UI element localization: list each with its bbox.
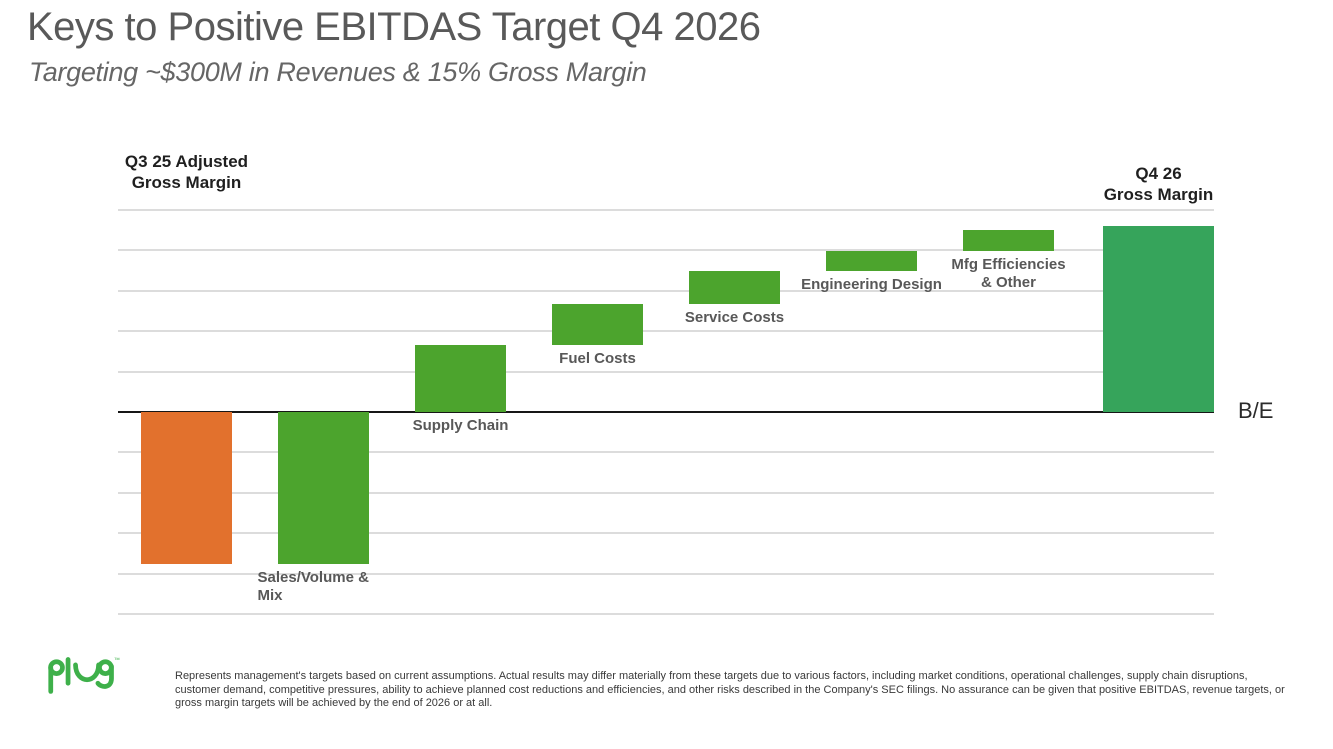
gridline [118, 209, 1214, 211]
gridline [118, 613, 1214, 615]
waterfall-bar-4 [552, 304, 643, 345]
gridline [118, 370, 1214, 373]
waterfall-bar-5 [689, 271, 780, 305]
gridline [118, 289, 1214, 292]
bar-label: Service Costs [684, 309, 785, 327]
plug-logo-icon: ™ [48, 657, 120, 694]
zero-baseline [118, 411, 1214, 414]
bar-label: Engineering Design [801, 276, 942, 293]
logo-trademark: ™ [114, 657, 120, 664]
column-header: Q3 25 Adjusted Gross Margin [124, 152, 249, 192]
gridline [118, 572, 1214, 575]
gridline [118, 249, 1214, 252]
waterfall-bar-3 [415, 344, 506, 412]
bar-label: Mfg Efficiencies & Other [951, 255, 1066, 291]
page-subtitle: Targeting ~$300M in Revenues & 15% Gross… [29, 57, 647, 87]
plug-logo: ™ [46, 656, 122, 706]
waterfall-bar-2 [278, 412, 369, 564]
gridline [118, 491, 1214, 494]
waterfall-bar-6 [826, 250, 917, 271]
bar-label: Fuel Costs [559, 349, 636, 367]
page-title: Keys to Positive EBITDAS Target Q4 2026 [27, 5, 761, 49]
disclaimer-text: Represents management's targets based on… [175, 670, 1285, 710]
bar-label: Supply Chain [412, 417, 509, 434]
column-header: Q4 26 Gross Margin [1103, 164, 1214, 204]
bar-label: Sales/Volume & Mix [257, 568, 369, 604]
gridline [118, 330, 1214, 333]
waterfall-bar-8 [1103, 226, 1214, 412]
gridline [118, 532, 1214, 535]
waterfall-bar-7 [963, 230, 1054, 251]
waterfall-bar-1 [141, 412, 232, 564]
breakeven-label: B/E [1238, 398, 1274, 423]
gridline [118, 451, 1214, 454]
